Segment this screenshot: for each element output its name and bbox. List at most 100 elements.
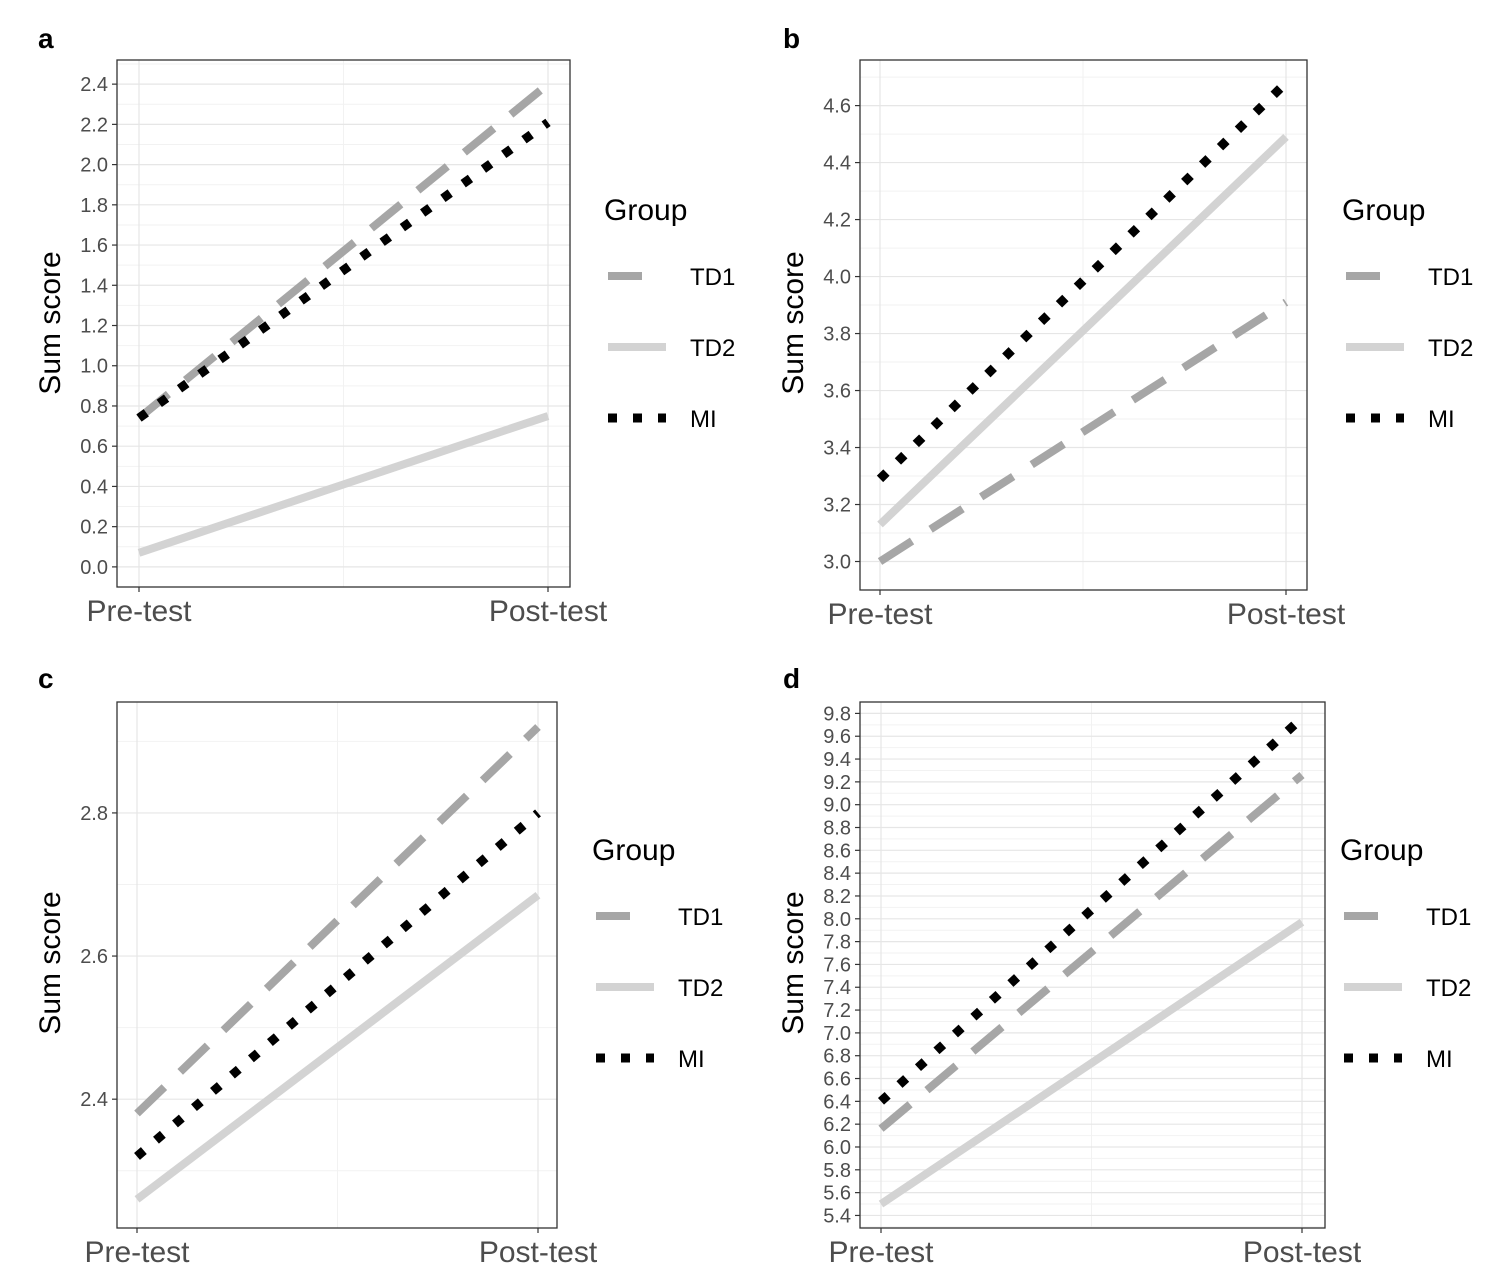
y-tick-label: 5.4 xyxy=(823,1205,851,1227)
y-axis-label: Sum score xyxy=(777,251,810,394)
y-tick-label: 8.8 xyxy=(823,818,851,840)
panel-letter: b xyxy=(783,23,800,54)
y-tick-label: 4.2 xyxy=(823,210,851,232)
legend-label-td1: TD1 xyxy=(690,264,735,291)
x-tick-label: Post-test xyxy=(1243,1236,1362,1269)
y-axis-label: Sum score xyxy=(34,891,67,1034)
y-tick-label: 9.4 xyxy=(823,749,851,771)
legend-label-td1: TD1 xyxy=(678,904,723,931)
plot-border xyxy=(116,59,571,588)
y-tick-label: 6.4 xyxy=(823,1091,851,1113)
y-tick-label: 7.0 xyxy=(823,1023,851,1045)
legend-label-mi: MI xyxy=(1426,1046,1453,1073)
y-tick-label: 0.6 xyxy=(80,436,108,458)
y-tick-label: 0.4 xyxy=(80,476,108,498)
legend-label-mi: MI xyxy=(690,406,717,433)
y-tick-label: 8.4 xyxy=(823,863,851,885)
panel-letter: c xyxy=(38,663,54,694)
legend-label-mi: MI xyxy=(1428,406,1455,433)
legend: Group TD1 TD2 MI xyxy=(1342,194,1473,433)
y-tick-label: 7.2 xyxy=(823,1000,851,1022)
panel-letter: d xyxy=(783,663,800,694)
y-tick-label: 3.8 xyxy=(823,324,851,346)
legend: Group TD1 TD2 MI xyxy=(604,194,735,433)
legend-label-td2: TD2 xyxy=(1428,335,1473,362)
series-line-td2 xyxy=(134,892,541,1203)
x-tick-label: Pre-test xyxy=(84,1236,190,1269)
series-line-mi xyxy=(136,118,551,422)
legend-label-td1: TD1 xyxy=(1426,904,1471,931)
y-axis-label: Sum score xyxy=(34,251,67,394)
y-tick-label: 9.0 xyxy=(823,795,851,817)
y-tick-label: 3.2 xyxy=(823,495,851,517)
y-tick-label: 2.2 xyxy=(80,114,108,136)
y-tick-label: 1.0 xyxy=(80,356,108,378)
x-tick-label: Pre-test xyxy=(827,598,933,631)
legend-title: Group xyxy=(604,194,687,227)
panel-a: a 0.0 0.2 0.4 0.6 0.8 1.0 1.2 1.4 1.6 1.8 2.0 2.2 2.4… xyxy=(34,23,735,628)
x-tick-label: Post-test xyxy=(1227,598,1346,631)
y-tick-label: 2.4 xyxy=(80,1089,108,1111)
y-tick-label: 3.6 xyxy=(823,381,851,403)
series-line-td1 xyxy=(136,81,551,422)
y-tick-label: 2.0 xyxy=(80,155,108,177)
x-tick-label: Pre-test xyxy=(86,595,192,628)
y-tick-label: 4.4 xyxy=(823,153,851,175)
y-tick-label: 6.6 xyxy=(823,1069,851,1091)
y-tick-label: 3.4 xyxy=(823,438,851,460)
y-tick-label: 4.0 xyxy=(823,267,851,289)
y-tick-label: 7.4 xyxy=(823,977,851,999)
y-tick-label: 9.6 xyxy=(823,726,851,748)
series-line-td2 xyxy=(137,412,550,557)
panel-d: d 5.45.65.86.06.26.46.66.87.07.27.47.67.8… xyxy=(777,663,1471,1269)
y-tick-label: 0.8 xyxy=(80,396,108,418)
series-line-mi xyxy=(876,79,1290,483)
y-tick-label: 7.8 xyxy=(823,932,851,954)
y-tick-label: 5.8 xyxy=(823,1160,851,1182)
y-tick-label: 9.2 xyxy=(823,772,851,794)
y-tick-label: 8.0 xyxy=(823,909,851,931)
x-tick-label: Post-test xyxy=(479,1236,598,1269)
panel-b: b 3.0 3.2 3.4 3.6 3.8 4.0 4.2 4.4 4.6 Pre-test Post… xyxy=(777,23,1473,631)
y-tick-label: 6.8 xyxy=(823,1046,851,1068)
y-tick-label: 9.8 xyxy=(823,703,851,725)
y-tick-label: 8.6 xyxy=(823,840,851,862)
legend: Group TD1 TD2 MI xyxy=(1340,834,1471,1073)
series-line-td1 xyxy=(878,771,1305,1132)
y-tick-label: 2.4 xyxy=(80,74,108,96)
x-tick-label: Pre-test xyxy=(828,1236,934,1269)
y-tick-label: 2.6 xyxy=(80,946,108,968)
legend-title: Group xyxy=(1340,834,1423,867)
legend-label-td2: TD2 xyxy=(690,335,735,362)
y-tick-label: 5.6 xyxy=(823,1183,851,1205)
series-line-td2 xyxy=(878,918,1305,1208)
legend-label-mi: MI xyxy=(678,1046,705,1073)
series-line-td2 xyxy=(877,134,1289,528)
y-tick-label: 6.0 xyxy=(823,1137,851,1159)
legend-title: Group xyxy=(592,834,675,867)
y-tick-label: 7.6 xyxy=(823,954,851,976)
y-tick-label: 1.8 xyxy=(80,195,108,217)
legend-label-td1: TD1 xyxy=(1428,264,1473,291)
plot-border xyxy=(859,59,1308,591)
plot-border xyxy=(859,701,1326,1229)
y-tick-label: 3.0 xyxy=(823,552,851,574)
y-tick-label: 2.8 xyxy=(80,803,108,825)
legend: Group TD1 TD2 MI xyxy=(592,834,723,1073)
y-tick-label: 0.0 xyxy=(80,557,108,579)
legend-title: Group xyxy=(1342,194,1425,227)
y-tick-label: 1.4 xyxy=(80,275,108,297)
legend-label-td2: TD2 xyxy=(1426,975,1471,1002)
y-tick-label: 4.6 xyxy=(823,96,851,118)
series-line-td1 xyxy=(877,298,1289,565)
series-line-td1 xyxy=(134,724,541,1117)
legend-label-td2: TD2 xyxy=(678,975,723,1002)
panel-letter: a xyxy=(38,23,54,54)
y-tick-label: 1.6 xyxy=(80,235,108,257)
y-tick-label: 8.2 xyxy=(823,886,851,908)
plot-border xyxy=(116,701,558,1229)
y-tick-label: 0.2 xyxy=(80,517,108,539)
y-tick-label: 6.2 xyxy=(823,1114,851,1136)
panel-c: c 2.4 2.6 2.8 Pre-test Post-test Sum score Grou… xyxy=(34,663,723,1269)
